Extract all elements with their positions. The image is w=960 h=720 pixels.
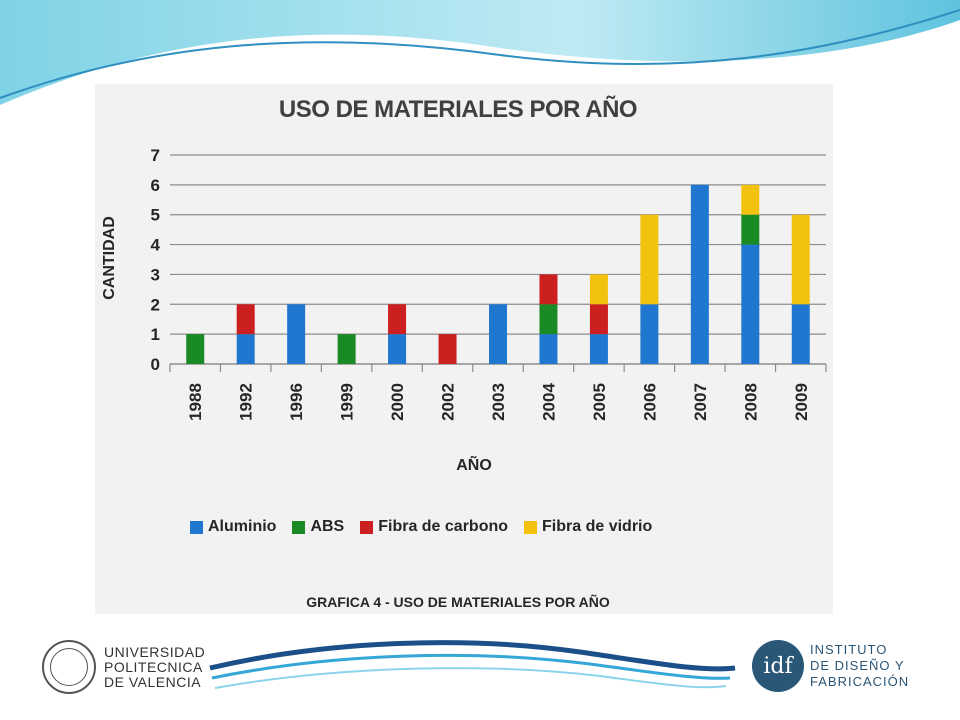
- bar-segment-aluminio: [489, 304, 507, 364]
- bar-segment-carbono: [539, 274, 558, 305]
- y-tick-label: 2: [151, 295, 160, 314]
- upv-name: UNIVERSIDAD POLITECNICA DE VALENCIA: [104, 643, 206, 690]
- x-tick-label: 2002: [439, 383, 458, 421]
- legend-label: Fibra de vidrio: [542, 518, 653, 535]
- x-tick-label: 1996: [287, 383, 306, 421]
- bar-segment-aluminio: [539, 334, 558, 364]
- bar-segment-aluminio: [690, 184, 709, 364]
- chart-panel: [95, 84, 833, 614]
- y-tick-label: 5: [151, 206, 160, 225]
- idf-logo: idf INSTITUTO DE DISEÑO Y FABRICACIÓN: [752, 640, 909, 692]
- bar-segment-abs: [337, 334, 356, 364]
- y-tick-label: 4: [151, 236, 161, 255]
- x-tick-label: 1992: [237, 383, 256, 421]
- legend-item-abs: ABS: [292, 518, 344, 536]
- x-tick-label: 2009: [792, 383, 811, 421]
- bar-segment-abs: [539, 304, 558, 335]
- bar-segment-vidrio: [589, 274, 608, 305]
- bar-segment-aluminio: [287, 304, 306, 364]
- x-tick-label: 2005: [590, 383, 609, 421]
- x-tick-label: 2008: [741, 383, 760, 421]
- bar-segment-abs: [186, 334, 205, 364]
- bar-segment-vidrio: [640, 214, 659, 305]
- x-tick-label: 2000: [388, 383, 407, 421]
- idf-name: INSTITUTO DE DISEÑO Y FABRICACIÓN: [810, 642, 910, 689]
- legend-swatch-abs: [292, 520, 306, 534]
- y-tick-label: 0: [151, 355, 160, 374]
- bar-segment-vidrio: [791, 214, 810, 305]
- legend-item-fibra-vidrio: Fibra de vidrio: [524, 518, 652, 536]
- y-tick-label: 3: [151, 265, 160, 284]
- bar-segment-vidrio: [741, 184, 760, 215]
- x-axis-label: AÑO: [456, 457, 492, 474]
- university-seal-icon: [42, 640, 96, 694]
- bar-segment-carbono: [388, 304, 407, 335]
- chart-title: USO DE MATERIALES POR AÑO: [278, 96, 638, 123]
- x-tick-label: 2003: [489, 383, 508, 421]
- bar-segment-aluminio: [791, 304, 810, 364]
- chart-caption: GRAFICA 4 - USO DE MATERIALES POR AÑO: [306, 594, 610, 610]
- bar-segment-carbono: [236, 304, 255, 335]
- bar-segment-aluminio: [640, 304, 659, 364]
- x-tick-label: 2006: [640, 383, 659, 421]
- x-tick-label: 2007: [691, 383, 710, 421]
- upv-logo: UNIVERSIDAD POLITECNICA DE VALENCIA: [42, 640, 205, 694]
- legend-swatch-aluminio: [190, 520, 203, 534]
- legend-label: ABS: [310, 518, 345, 535]
- legend-label: Aluminio: [208, 518, 277, 535]
- legend-swatch-vidrio: [524, 520, 538, 534]
- y-tick-label: 6: [151, 176, 160, 195]
- x-tick-label: 1999: [338, 383, 357, 421]
- bar-segment-carbono: [438, 334, 457, 364]
- bar-segment-aluminio: [388, 334, 407, 364]
- legend-item-fibra-carbono: Fibra de carbono: [360, 518, 508, 536]
- y-tick-label: 1: [151, 325, 160, 344]
- legend-item-aluminio: Aluminio: [190, 518, 276, 536]
- bar-segment-aluminio: [741, 244, 760, 364]
- bar-segment-aluminio: [589, 334, 608, 364]
- legend-label: Fibra de carbono: [378, 518, 509, 535]
- legend-swatch-carbono: [360, 520, 374, 534]
- chart-legend: Aluminio ABS Fibra de carbono Fibra de v…: [190, 518, 652, 536]
- bar-segment-carbono: [589, 304, 608, 335]
- x-tick-label: 1988: [186, 383, 205, 421]
- bar-segment-aluminio: [236, 334, 255, 364]
- x-tick-label: 2004: [539, 383, 558, 421]
- idf-mark-icon: idf: [752, 640, 804, 692]
- bar-segment-abs: [741, 214, 760, 245]
- y-tick-label: 7: [151, 146, 160, 165]
